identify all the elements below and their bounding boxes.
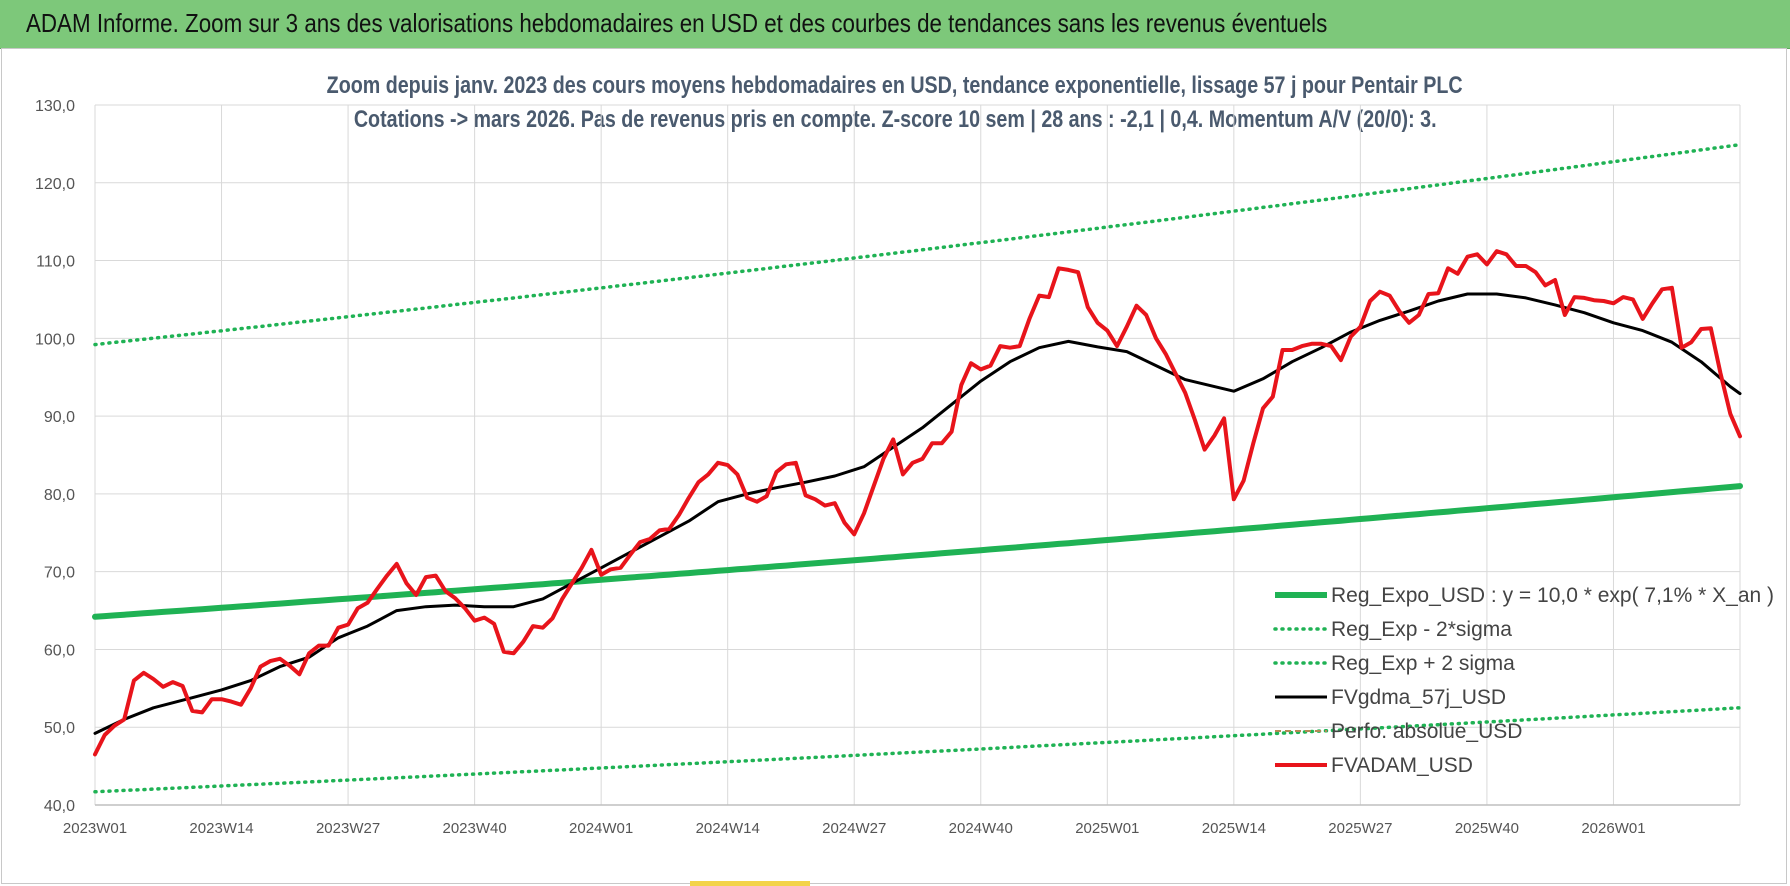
legend-label: Perfo. absolue_USD [1331, 720, 1522, 743]
legend-label: FVgdma_57j_USD [1331, 686, 1506, 709]
y-axis-ticks: 40,0 50,0 60,0 70,0 80,0 90,0 100,0 110,0 120,0 1… [35, 98, 75, 815]
chart-legend: Reg_Expo_USD : y = 10,0 * exp( 7,1% * X_… [1273, 584, 1774, 777]
y-tick-label: 40,0 [44, 798, 75, 815]
chart-title-line-2: Cotations -> mars 2026. Pas de revenus p… [353, 106, 1437, 133]
y-tick-label: 60,0 [44, 642, 75, 659]
y-tick-label: 90,0 [44, 409, 75, 426]
x-tick-label: 2024W14 [696, 820, 760, 837]
x-tick-label: 2023W27 [316, 820, 380, 837]
x-tick-label: 2024W01 [569, 820, 633, 837]
legend-label: Reg_Exp + 2 sigma [1331, 652, 1515, 675]
x-tick-label: 2025W01 [1075, 820, 1139, 837]
series-line-3 [93, 292, 1742, 735]
report-banner: ADAM Informe. Zoom sur 3 ans des valoris… [0, 0, 1790, 49]
x-tick-label: 2024W40 [949, 820, 1013, 837]
chart-title-line-1: Zoom depuis janv. 2023 des cours moyens … [327, 72, 1463, 99]
y-tick-label: 130,0 [35, 98, 75, 115]
y-tick-label: 70,0 [44, 565, 75, 582]
x-tick-label: 2025W40 [1455, 820, 1519, 837]
series-line-5 [93, 249, 1742, 757]
y-tick-label: 50,0 [44, 720, 75, 737]
bottom-accent-bar [690, 881, 810, 886]
y-tick-label: 100,0 [35, 331, 75, 348]
legend-label: Reg_Expo_USD : y = 10,0 * exp( 7,1% * X_… [1331, 584, 1774, 607]
x-tick-label: 2025W14 [1202, 820, 1266, 837]
x-tick-label: 2026W01 [1581, 820, 1645, 837]
legend-label: FVADAM_USD [1331, 754, 1473, 777]
y-tick-label: 120,0 [35, 176, 75, 193]
y-tick-label: 80,0 [44, 487, 75, 504]
report-title: ADAM Informe. Zoom sur 3 ans des valoris… [26, 8, 1328, 38]
series-line-1 [93, 706, 1742, 794]
series-lines [92, 142, 1743, 794]
x-tick-label: 2024W27 [822, 820, 886, 837]
legend-label: Reg_Exp - 2*sigma [1331, 618, 1512, 641]
y-tick-label: 110,0 [36, 254, 75, 271]
x-tick-label: 2023W40 [443, 820, 507, 837]
chart-frame [1, 48, 1787, 884]
series-line-2 [93, 142, 1742, 347]
x-tick-label: 2025W27 [1328, 820, 1392, 837]
x-axis-ticks: 2023W01 2023W14 2023W27 2023W40 2024W01 2024W… [63, 820, 1646, 837]
x-tick-label: 2023W14 [189, 820, 253, 837]
x-tick-label: 2023W01 [63, 820, 127, 837]
